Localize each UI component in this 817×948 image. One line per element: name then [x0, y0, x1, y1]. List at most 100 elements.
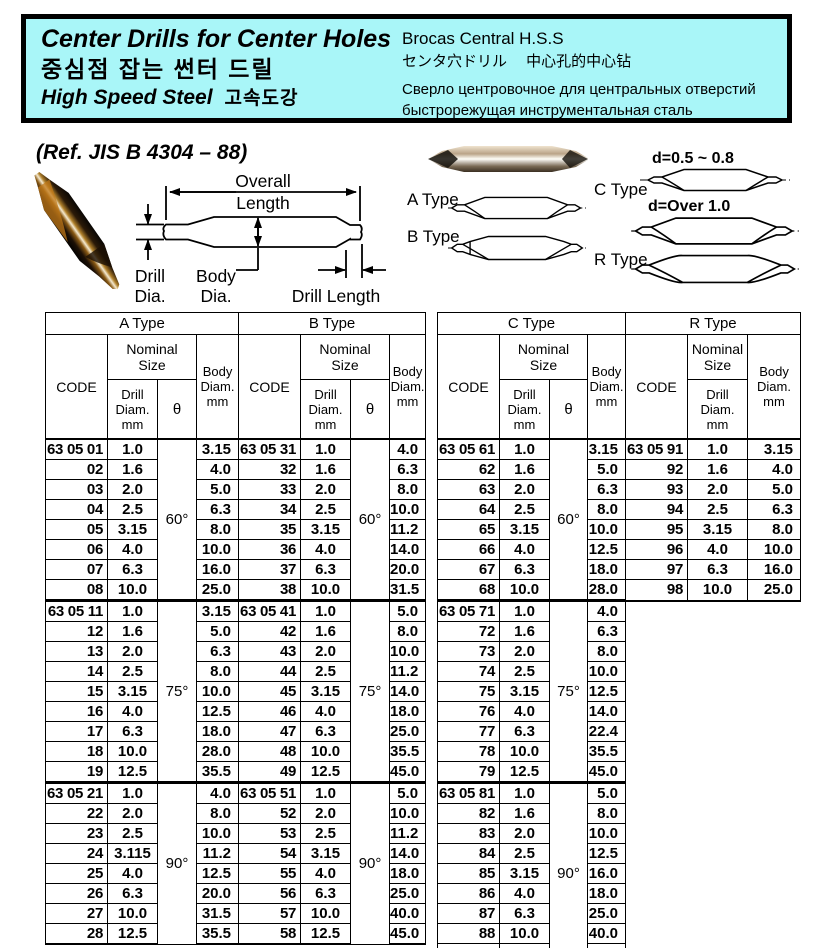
drill-diam-cell: 6.3	[107, 559, 158, 580]
drill-diam-header: Drill Diam. mm	[107, 379, 158, 440]
body-diam-cell: 5.0	[746, 479, 802, 500]
blank-cell	[688, 642, 748, 662]
blank-cell	[748, 844, 801, 864]
body-diam-cell: 14.0	[389, 539, 427, 560]
blank-cell	[626, 824, 688, 844]
body-diam-cell: 5.0	[389, 781, 427, 804]
code-cell: 05	[45, 519, 108, 540]
code-cell: 63 05 51	[238, 781, 302, 804]
spec-table-c-r: C Type R Type CODE Nominal Size Body Dia…	[437, 312, 802, 948]
blank-cell	[626, 682, 688, 702]
blank-cell	[688, 722, 748, 742]
table-row: 85 3.15 16.0	[437, 863, 801, 884]
code-cell: 49	[238, 761, 302, 783]
code-cell: 64	[437, 499, 500, 520]
code-cell: 24	[45, 843, 108, 864]
drill-diam-cell: 1.0	[499, 438, 550, 460]
body-diam-cell: 8.0	[587, 499, 626, 520]
drill-diam-cell: 1.6	[499, 621, 550, 642]
body-diam-cell: 18.0	[195, 721, 240, 742]
table-row: 03 2.0 5.0 33 2.0 8.0	[45, 479, 427, 500]
code-cell: 15	[45, 681, 108, 702]
drill-diam-header: Drill Diam. mm	[300, 379, 352, 440]
body-diam-cell: 5.0	[389, 599, 427, 622]
body-diam-header: Body Diam. mm	[195, 334, 240, 440]
code-header: CODE	[238, 334, 302, 440]
body-diam-cell: 4.0	[389, 438, 427, 460]
blank-cell	[748, 824, 801, 844]
code-cell: 66	[437, 539, 500, 560]
body-diam-cell: 25.0	[195, 579, 240, 601]
table-row: 07 6.3 16.0 37 6.3 20.0	[45, 559, 427, 580]
table-row: 88 10.0 40.0	[437, 923, 801, 944]
code-cell: 74	[437, 661, 500, 682]
body-diam-cell: 10.0	[389, 641, 427, 662]
table-row: 18 10.0 28.0 48 10.0 35.5	[45, 741, 427, 762]
theta-header: θ	[350, 379, 391, 440]
drill-diam-cell: 2.0	[107, 641, 158, 662]
table-row: 15 3.15 10.0 45 3.15 14.0	[45, 681, 427, 702]
drill-diam-cell: 2.0	[107, 803, 158, 824]
table-row: 63 05 81 1.0 90° 5.0	[437, 781, 801, 948]
drill-diam-cell: 2.5	[499, 843, 550, 864]
drill-diam-cell: 10.0	[499, 923, 550, 944]
blank-cell	[626, 662, 688, 682]
body-diam-cell: 18.0	[389, 701, 427, 722]
drill-diam-cell: 1.0	[300, 599, 352, 622]
drill-diam-cell: 2.5	[107, 499, 158, 520]
code-cell: 36	[238, 539, 302, 560]
code-cell: 22	[45, 803, 108, 824]
code-cell: 28	[45, 923, 108, 945]
code-cell: 37	[238, 559, 302, 580]
code-cell: 46	[238, 701, 302, 722]
drill-diam-cell: 10.0	[300, 579, 352, 601]
blank-cell	[688, 702, 748, 722]
drill-diam-cell: 1.6	[499, 459, 550, 480]
body-diam-cell: 4.0	[587, 599, 626, 622]
code-cell: 12	[45, 621, 108, 642]
body-diam-cell: 10.0	[195, 681, 240, 702]
code-cell: 13	[45, 641, 108, 662]
code-cell: 86	[437, 883, 500, 904]
body-diam-cell: 8.0	[746, 519, 802, 540]
code-cell: 96	[625, 539, 688, 560]
code-cell: 94	[625, 499, 688, 520]
body-diam-cell: 40.0	[587, 923, 626, 944]
c-type-label: C Type	[594, 180, 648, 199]
drill-diam-cell: 2.0	[499, 479, 550, 500]
drill-diam-cell: 2.0	[300, 803, 352, 824]
table-row: 28 12.5 35.5 58 12.5 45.0	[45, 923, 427, 945]
blank-cell	[748, 722, 801, 742]
drill-diam-cell: 10.0	[107, 903, 158, 924]
drill-diam-cell: 4.0	[499, 701, 550, 722]
a-type-drawing	[448, 196, 586, 220]
table-row: 63 05 01 1.0 60° 3.15 63 05 31 1.0 60° 4.0	[45, 438, 427, 601]
title-japanese-chinese: センタ穴ドリル 中心孔的中心钻	[402, 53, 632, 70]
code-cell: 06	[45, 539, 108, 560]
blank-cell	[626, 783, 688, 804]
body-diam-cell: 10.0	[195, 539, 240, 560]
drill-diam-cell: 4.0	[499, 883, 550, 904]
body-diam-cell: 3.15	[746, 438, 802, 460]
blank-cell	[626, 742, 688, 762]
drill-diam-cell: 2.0	[687, 479, 748, 500]
body-diam-cell: 8.0	[587, 803, 626, 824]
table-row: 74 2.5 10.0	[437, 661, 801, 682]
body-diam-cell: 20.0	[389, 559, 427, 580]
code-cell: 54	[238, 843, 302, 864]
table-row: 63 05 71 1.0 75° 4.0	[437, 599, 801, 783]
drill-diam-cell: 3.15	[300, 519, 352, 540]
table-row: 72 1.6 6.3	[437, 621, 801, 642]
blank-cell	[626, 622, 688, 642]
table-row: 84 2.5 12.5	[437, 843, 801, 864]
body-diam-cell: 12.5	[587, 843, 626, 864]
table-row: 78 10.0 35.5	[437, 741, 801, 762]
body-diam-cell: 6.3	[195, 641, 240, 662]
theta-cell: 75°	[350, 599, 391, 783]
drill-diam-cell: 2.5	[300, 499, 352, 520]
code-cell: 63 05 11	[45, 599, 108, 622]
body-diam-cell: 28.0	[195, 741, 240, 762]
drill-diam-cell: 2.0	[499, 823, 550, 844]
body-diam-cell: 16.0	[746, 559, 802, 580]
page-subtitle: High Speed Steel 고속도강	[41, 84, 398, 113]
